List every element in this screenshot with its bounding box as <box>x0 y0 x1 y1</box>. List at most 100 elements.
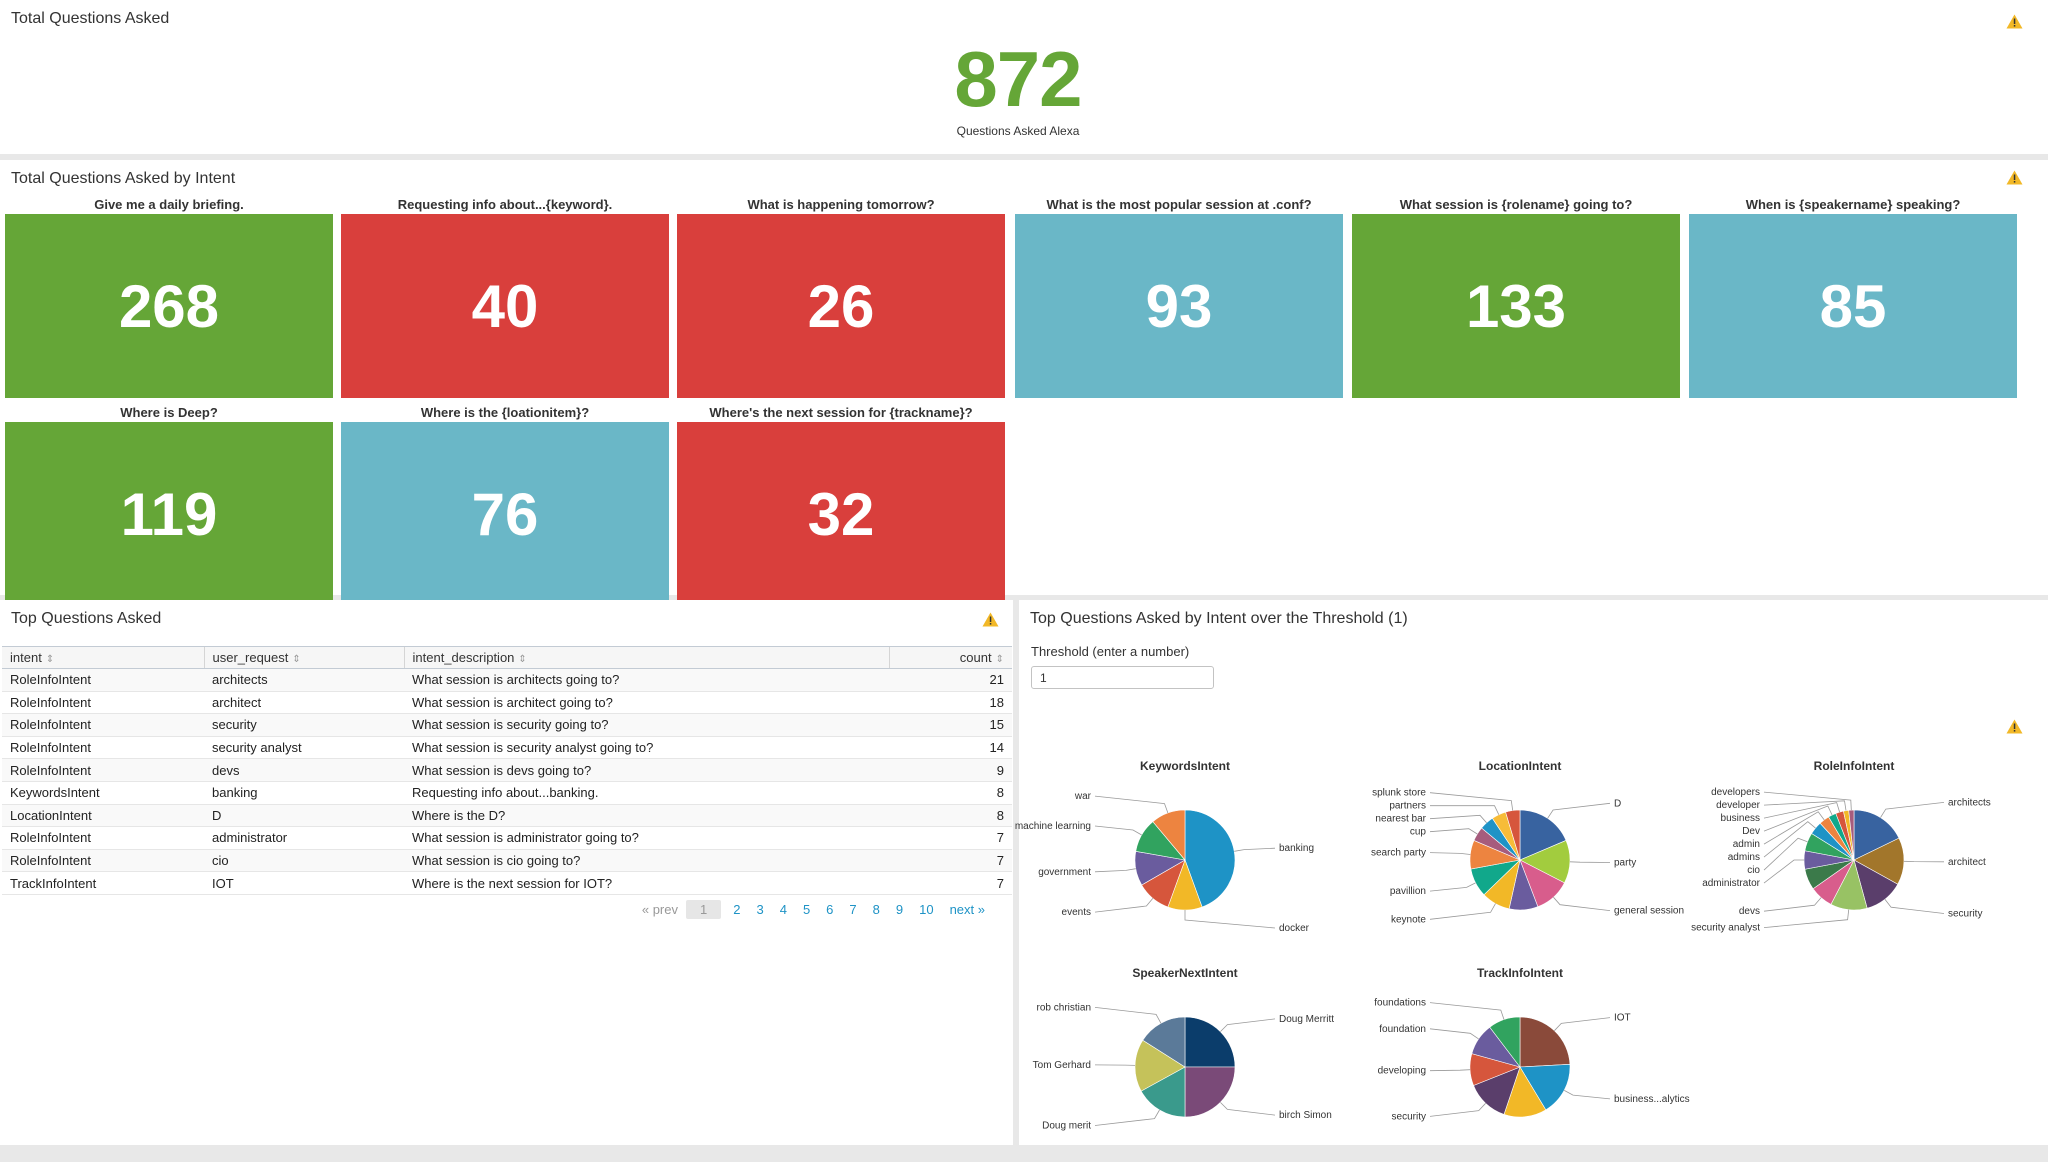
warning-icon[interactable] <box>982 612 999 627</box>
pie-leader-line <box>1220 1102 1276 1116</box>
column-header-user-request[interactable]: user_request ⇕ <box>203 646 404 669</box>
intent-tile-value: 32 <box>677 422 1005 606</box>
pie-slice[interactable] <box>1505 809 1521 861</box>
pager-page[interactable]: 10 <box>919 902 934 917</box>
pager-page[interactable]: 2 <box>733 902 741 917</box>
total-questions-caption: Questions Asked Alexa <box>956 124 1080 138</box>
pie-chart: KeywordsIntent banking docker war machine le… <box>1015 759 1314 934</box>
pager-page[interactable]: 8 <box>872 902 880 917</box>
column-header-intent[interactable]: intent ⇕ <box>2 646 204 669</box>
pager-page[interactable]: 1 <box>686 900 722 919</box>
pie-leader-line <box>1429 1028 1479 1040</box>
intent-tile-label: When is {speakername} speaking? <box>1745 197 1961 212</box>
table-row[interactable]: LocationIntent D Where is the D? 8 <box>2 804 1012 828</box>
pager-next[interactable]: next » <box>949 902 985 917</box>
table-row[interactable]: KeywordsIntent banking Requesting info abo… <box>2 781 1012 805</box>
pie-leader-line <box>1763 802 1840 819</box>
table-cell: RoleInfoIntent <box>2 736 204 760</box>
table-cell: devs <box>204 758 404 782</box>
pie-leader-line <box>1553 896 1611 911</box>
pie-slice-label: government <box>1038 867 1091 878</box>
pie-slice-label: D <box>1614 798 1621 809</box>
table-cell: What session is cio going to? <box>404 849 889 873</box>
pie-slice[interactable] <box>1152 809 1186 861</box>
intent-tile-label: Where's the next session for {trackname}… <box>709 405 973 420</box>
pie-leader-line <box>1903 860 1945 863</box>
sort-icon[interactable]: ⇕ <box>518 654 527 665</box>
pager-page[interactable]: 4 <box>779 902 787 917</box>
pie-leader-line <box>1547 802 1611 819</box>
column-header-intent-description[interactable]: intent_description ⇕ <box>403 646 889 669</box>
table-row[interactable]: RoleInfoIntent devs What session is devs g… <box>2 758 1012 782</box>
pager-page[interactable]: 9 <box>895 902 904 917</box>
pie-slice[interactable] <box>1853 837 1905 885</box>
pie-leader-line <box>1220 1018 1276 1032</box>
intent-tile-value: 119 <box>5 422 333 606</box>
table-row[interactable]: TrackInfoIntent IOT Where is the next sess… <box>2 871 1012 895</box>
panel-title: Top Questions Asked by Intent over the T… <box>1030 610 1408 627</box>
sort-icon[interactable]: ⇕ <box>292 654 301 665</box>
warning-icon[interactable] <box>2006 14 2023 29</box>
table-cell: RoleInfoIntent <box>2 849 204 873</box>
pie-leader-line <box>1429 903 1496 920</box>
pie-slice[interactable] <box>1519 1016 1571 1068</box>
pager-page[interactable]: 7 <box>849 902 857 917</box>
pie-leader-line <box>1430 805 1500 815</box>
pie-slice[interactable] <box>1489 1016 1521 1068</box>
table-row[interactable]: RoleInfoIntent architect What session is a… <box>2 691 1012 715</box>
table-row[interactable]: RoleInfoIntent administrator What session … <box>2 826 1012 850</box>
pie-slice-label: admins <box>1728 852 1760 863</box>
table-row[interactable]: RoleInfoIntent cio What session is cio goi… <box>2 849 1012 873</box>
pie-slice-label: partners <box>1389 801 1426 812</box>
pie-slice[interactable] <box>1519 809 1567 861</box>
pie-leader-line <box>1429 828 1478 835</box>
warning-icon[interactable] <box>2006 170 2023 185</box>
pie-slice[interactable] <box>1519 1063 1571 1111</box>
sort-icon[interactable]: ⇕ <box>995 654 1004 665</box>
pie-slice-label: business...alytics <box>1614 1094 1690 1105</box>
pie-leader-line <box>1094 868 1136 873</box>
pie-title: KeywordsIntent <box>1140 759 1230 773</box>
pager-page[interactable]: 3 <box>756 902 764 917</box>
column-header-label: intent_description <box>412 650 515 665</box>
pie-leader-line <box>1429 1069 1471 1072</box>
pie-slice-label: IOT <box>1614 1013 1631 1024</box>
table-cell: LocationIntent <box>2 804 204 828</box>
pie-slice-label: business <box>1721 813 1760 824</box>
pie-leader-line <box>1094 825 1142 836</box>
table-cell: What session is administrator going to? <box>404 826 889 850</box>
pie-leader-line <box>1763 837 1808 871</box>
threshold-input[interactable] <box>1031 666 1214 689</box>
pie-slice[interactable] <box>1184 1016 1236 1068</box>
table-row[interactable]: RoleInfoIntent security analyst What sessi… <box>2 736 1012 760</box>
pie-slice-label: nearest bar <box>1375 814 1426 825</box>
table-row[interactable]: RoleInfoIntent architects What session is … <box>2 668 1012 692</box>
table-cell: RoleInfoIntent <box>2 826 204 850</box>
intent-tile-value: 93 <box>1015 214 1343 398</box>
pie-slice-label: rob christian <box>1037 1002 1091 1013</box>
pie-slice-label: developer <box>1716 800 1761 811</box>
intent-tile-label: Give me a daily briefing. <box>94 197 244 212</box>
column-header-count[interactable]: count ⇕ <box>888 646 1012 669</box>
intent-tile-value: 26 <box>677 214 1005 398</box>
pie-slice-label: docker <box>1279 923 1310 934</box>
table-row[interactable]: RoleInfoIntent security What session is se… <box>2 713 1012 737</box>
pie-slice-label: admin <box>1733 839 1760 850</box>
warning-icon[interactable] <box>2006 719 2023 734</box>
sort-icon[interactable]: ⇕ <box>45 654 55 665</box>
pie-slice[interactable] <box>1184 1066 1236 1118</box>
pie-slice[interactable] <box>1142 1016 1186 1068</box>
table-cell: RoleInfoIntent <box>2 691 204 715</box>
pager-page[interactable]: 6 <box>826 902 834 917</box>
table-cell: RoleInfoIntent <box>2 713 204 737</box>
table-cell: TrackInfoIntent <box>2 871 204 895</box>
pie-leader-line <box>1554 1017 1611 1031</box>
pie-leader-line <box>1094 1109 1160 1126</box>
table-cell: 7 <box>889 871 1012 895</box>
pie-chart: SpeakerNextIntent Doug Merritt birch Simon… <box>1033 966 1335 1132</box>
pie-leader-line <box>1094 1007 1162 1024</box>
pager-page[interactable]: 5 <box>802 902 811 917</box>
pie-slice[interactable] <box>1134 1039 1186 1092</box>
pie-slice-label: security analyst <box>1691 923 1760 934</box>
table-cell: 18 <box>889 691 1012 715</box>
